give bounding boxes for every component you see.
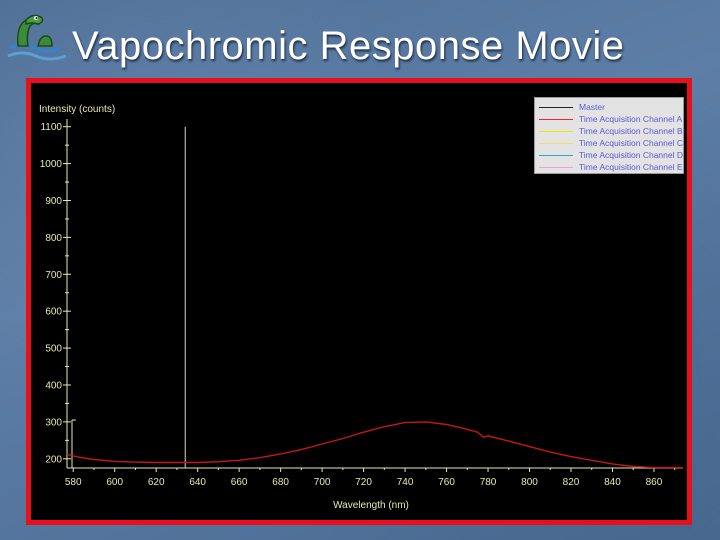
legend: Master Time Acquisition Channel A Time Acq…	[534, 97, 684, 174]
legend-swatch	[539, 142, 573, 144]
spectrum-chart: Intensity (counts) Wavelength (nm) 200 30…	[39, 104, 683, 511]
x-tick-label: 860	[646, 477, 663, 488]
y-tick-label: 700	[45, 270, 62, 281]
slide-title: Vapochromic Response Movie	[72, 24, 625, 68]
legend-entry: Time Acquisition Channel E	[535, 161, 683, 173]
legend-swatch	[539, 106, 573, 108]
legend-label: Time Acquisition Channel E	[579, 162, 683, 172]
chart-frame: Intensity (counts) Wavelength (nm) 200 30…	[26, 78, 692, 525]
x-tick-label: 660	[231, 477, 248, 488]
lake-monster-logo-icon	[7, 14, 67, 61]
x-tick-label: 780	[480, 477, 497, 488]
legend-entry: Time Acquisition Channel B	[535, 125, 683, 137]
y-tick-label: 900	[45, 196, 62, 207]
series-line	[66, 421, 683, 469]
legend-entry: Time Acquisition Channel C	[535, 137, 683, 149]
axes: 200 300 400 500 600 700 800 900 1000 1100 580 600 62…	[40, 119, 683, 488]
legend-label: Time Acquisition Channel D	[578, 150, 683, 160]
x-tick-label: 740	[397, 477, 414, 488]
legend-entry: Master	[535, 101, 683, 113]
x-tick-label: 760	[438, 477, 455, 488]
x-tick-label: 700	[314, 477, 331, 488]
x-tick-label: 580	[65, 477, 82, 488]
x-tick-label: 720	[355, 477, 372, 488]
y-tick-label: 500	[45, 344, 62, 355]
data-marks	[66, 126, 683, 469]
x-tick-label: 680	[272, 477, 289, 488]
x-tick-label: 620	[148, 477, 165, 488]
y-axis-label: Intensity (counts)	[39, 104, 115, 115]
legend-swatch	[539, 154, 573, 156]
legend-label: Master	[579, 102, 605, 112]
legend-label: Time Acquisition Channel B	[579, 126, 683, 136]
legend-entry: Time Acquisition Channel D	[535, 149, 683, 161]
y-tick-label: 400	[45, 380, 62, 391]
y-tick-label: 1000	[40, 159, 63, 170]
x-tick-label: 840	[604, 477, 621, 488]
legend-swatch	[539, 166, 573, 168]
legend-swatch	[539, 118, 573, 120]
legend-label: Time Acquisition Channel C	[578, 138, 683, 148]
y-tick-label: 200	[45, 454, 62, 465]
legend-swatch	[539, 130, 573, 132]
legend-entry: Time Acquisition Channel A	[535, 113, 683, 125]
x-tick-label: 600	[106, 477, 123, 488]
x-tick-label: 800	[521, 477, 538, 488]
y-tick-label: 300	[45, 417, 62, 428]
y-tick-label: 1100	[40, 122, 62, 133]
legend-label: Time Acquisition Channel A	[579, 114, 683, 124]
y-tick-label: 600	[45, 307, 62, 318]
x-tick-label: 640	[189, 477, 206, 488]
y-tick-label: 800	[45, 233, 62, 244]
x-tick-label: 820	[563, 477, 580, 488]
x-axis-label: Wavelength (nm)	[333, 500, 409, 511]
